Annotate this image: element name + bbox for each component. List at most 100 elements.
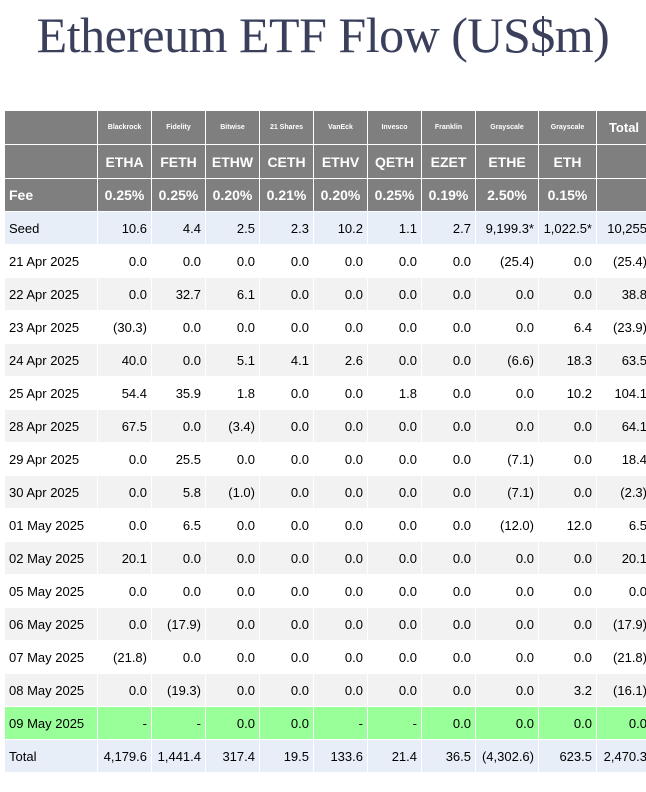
- issuer-header-cell: Bitwise: [205, 110, 260, 145]
- flow-value-cell: (7.1): [475, 442, 539, 476]
- flow-value-cell: 0.0: [421, 244, 476, 278]
- flow-value-cell: 9,199.3*: [475, 211, 539, 245]
- row-total-cell: (25.4): [596, 244, 646, 278]
- flow-row: 06 May 2025 0.0 (17.9) 0.0 0.0 0.0 0.0 0.0 0.0 0.…: [4, 607, 646, 641]
- flow-value-cell: 0.0: [97, 607, 152, 641]
- flow-value-cell: 0.0: [313, 376, 368, 410]
- flow-value-cell: 0.0: [259, 475, 314, 509]
- row-date-label: 07 May 2025: [4, 640, 98, 674]
- row-total-cell: 0.0: [596, 706, 646, 740]
- flow-value-cell: 2.7: [421, 211, 476, 245]
- total-row: Total 4,179.6 1,441.4 317.4 19.5 133.6 21.4 36.…: [4, 739, 646, 773]
- flow-value-cell: 0.0: [538, 706, 597, 740]
- fee-cell: 0.25%: [367, 178, 422, 212]
- issuer-header-cell: Fidelity: [151, 110, 206, 145]
- row-date-label: 09 May 2025: [4, 706, 98, 740]
- flow-value-cell: 0.0: [475, 673, 539, 707]
- row-date-label: 25 Apr 2025: [4, 376, 98, 410]
- flow-value-cell: 0.0: [259, 607, 314, 641]
- row-total-cell: 63.5: [596, 343, 646, 377]
- ticker-header-cell: ETH: [538, 144, 597, 179]
- flow-table-body: Seed 10.6 4.4 2.5 2.3 10.2 1.1 2.7 9,199.3* 1,022…: [4, 211, 646, 773]
- ticker-header-cell: CETH: [259, 144, 314, 179]
- flow-value-cell: 40.0: [97, 343, 152, 377]
- flow-value-cell: 0.0: [205, 310, 260, 344]
- flow-value-cell: 0.0: [421, 673, 476, 707]
- flow-value-cell: 0.0: [475, 706, 539, 740]
- flow-value-cell: 0.0: [205, 574, 260, 608]
- flow-value-cell: 0.0: [151, 244, 206, 278]
- issuer-header-cell: Blackrock: [97, 110, 152, 145]
- flow-row: 05 May 2025 0.0 0.0 0.0 0.0 0.0 0.0 0.0 0.0 0.0 0.…: [4, 574, 646, 608]
- ticker-header-row: ETHA FETH ETHW CETH ETHV QETH EZET ETHE ETH: [4, 144, 646, 179]
- ticker-header-cell: QETH: [367, 144, 422, 179]
- flow-row: 22 Apr 2025 0.0 32.7 6.1 0.0 0.0 0.0 0.0 0.0 0.0 3…: [4, 277, 646, 311]
- fee-label: Fee: [4, 178, 98, 212]
- flow-value-cell: 6.1: [205, 277, 260, 311]
- flow-value-cell: 0.0: [97, 508, 152, 542]
- row-date-label: 02 May 2025: [4, 541, 98, 575]
- flow-value-cell: 0.0: [259, 376, 314, 410]
- flow-row: 29 Apr 2025 0.0 25.5 0.0 0.0 0.0 0.0 0.0 (7.1) 0.…: [4, 442, 646, 476]
- ticker-header-cell: ETHE: [475, 144, 539, 179]
- flow-value-cell: 19.5: [259, 739, 314, 773]
- flow-value-cell: 317.4: [205, 739, 260, 773]
- flow-value-cell: 0.0: [421, 376, 476, 410]
- fee-total-blank: [596, 178, 646, 212]
- flow-value-cell: 35.9: [151, 376, 206, 410]
- flow-value-cell: 6.4: [538, 310, 597, 344]
- issuer-header-cell: Invesco: [367, 110, 422, 145]
- flow-row: Seed 10.6 4.4 2.5 2.3 10.2 1.1 2.7 9,199.3* 1,022…: [4, 211, 646, 245]
- fee-cell: 0.20%: [313, 178, 368, 212]
- flow-row: 01 May 2025 0.0 6.5 0.0 0.0 0.0 0.0 0.0 (12.0) 12…: [4, 508, 646, 542]
- flow-value-cell: 0.0: [151, 574, 206, 608]
- flow-value-cell: 0.0: [259, 574, 314, 608]
- flow-row: 02 May 2025 20.1 0.0 0.0 0.0 0.0 0.0 0.0 0.0 0.0 2…: [4, 541, 646, 575]
- flow-value-cell: 0.0: [259, 640, 314, 674]
- chart-title: Ethereum ETF Flow (US$m): [36, 7, 610, 63]
- flow-value-cell: 4.1: [259, 343, 314, 377]
- row-date-label: Total: [4, 739, 98, 773]
- flow-value-cell: (1.0): [205, 475, 260, 509]
- flow-value-cell: 1,022.5*: [538, 211, 597, 245]
- flow-row: 07 May 2025 (21.8) 0.0 0.0 0.0 0.0 0.0 0.0 0.0 0.…: [4, 640, 646, 674]
- flow-row: 25 Apr 2025 54.4 35.9 1.8 0.0 0.0 1.8 0.0 0.0 10.…: [4, 376, 646, 410]
- flow-value-cell: 0.0: [313, 244, 368, 278]
- flow-row: 23 Apr 2025 (30.3) 0.0 0.0 0.0 0.0 0.0 0.0 0.0 6.…: [4, 310, 646, 344]
- flow-value-cell: 0.0: [313, 442, 368, 476]
- row-total-cell: 10,255: [596, 211, 646, 245]
- row-date-label: 08 May 2025: [4, 673, 98, 707]
- flow-value-cell: 0.0: [259, 442, 314, 476]
- issuer-header-cell: VanEck: [313, 110, 368, 145]
- flow-value-cell: 0.0: [313, 640, 368, 674]
- flow-value-cell: 3.2: [538, 673, 597, 707]
- flow-value-cell: 32.7: [151, 277, 206, 311]
- row-date-label: 29 Apr 2025: [4, 442, 98, 476]
- ticker-corner-cell: [4, 144, 98, 179]
- flow-value-cell: 0.0: [151, 343, 206, 377]
- flow-value-cell: -: [313, 706, 368, 740]
- flow-value-cell: 0.0: [151, 310, 206, 344]
- row-total-cell: 18.4: [596, 442, 646, 476]
- flow-value-cell: 0.0: [367, 409, 422, 443]
- flow-value-cell: 0.0: [205, 640, 260, 674]
- flow-value-cell: 18.3: [538, 343, 597, 377]
- flow-value-cell: 0.0: [421, 442, 476, 476]
- issuer-header-cell: Grayscale: [538, 110, 597, 145]
- row-date-label: 28 Apr 2025: [4, 409, 98, 443]
- fee-cell: 0.25%: [151, 178, 206, 212]
- flow-value-cell: 0.0: [259, 310, 314, 344]
- flow-value-cell: (17.9): [151, 607, 206, 641]
- flow-value-cell: (4,302.6): [475, 739, 539, 773]
- flow-value-cell: 12.0: [538, 508, 597, 542]
- flow-value-cell: 0.0: [538, 640, 597, 674]
- flow-row: 08 May 2025 0.0 (19.3) 0.0 0.0 0.0 0.0 0.0 0.0 3.…: [4, 673, 646, 707]
- flow-value-cell: 0.0: [367, 607, 422, 641]
- row-date-label: Seed: [4, 211, 98, 245]
- fee-cell: 0.15%: [538, 178, 597, 212]
- flow-row: 30 Apr 2025 0.0 5.8 (1.0) 0.0 0.0 0.0 0.0 (7.1) 0…: [4, 475, 646, 509]
- flow-value-cell: 0.0: [97, 574, 152, 608]
- flow-value-cell: (21.8): [97, 640, 152, 674]
- flow-value-cell: 0.0: [259, 244, 314, 278]
- flow-value-cell: 0.0: [367, 475, 422, 509]
